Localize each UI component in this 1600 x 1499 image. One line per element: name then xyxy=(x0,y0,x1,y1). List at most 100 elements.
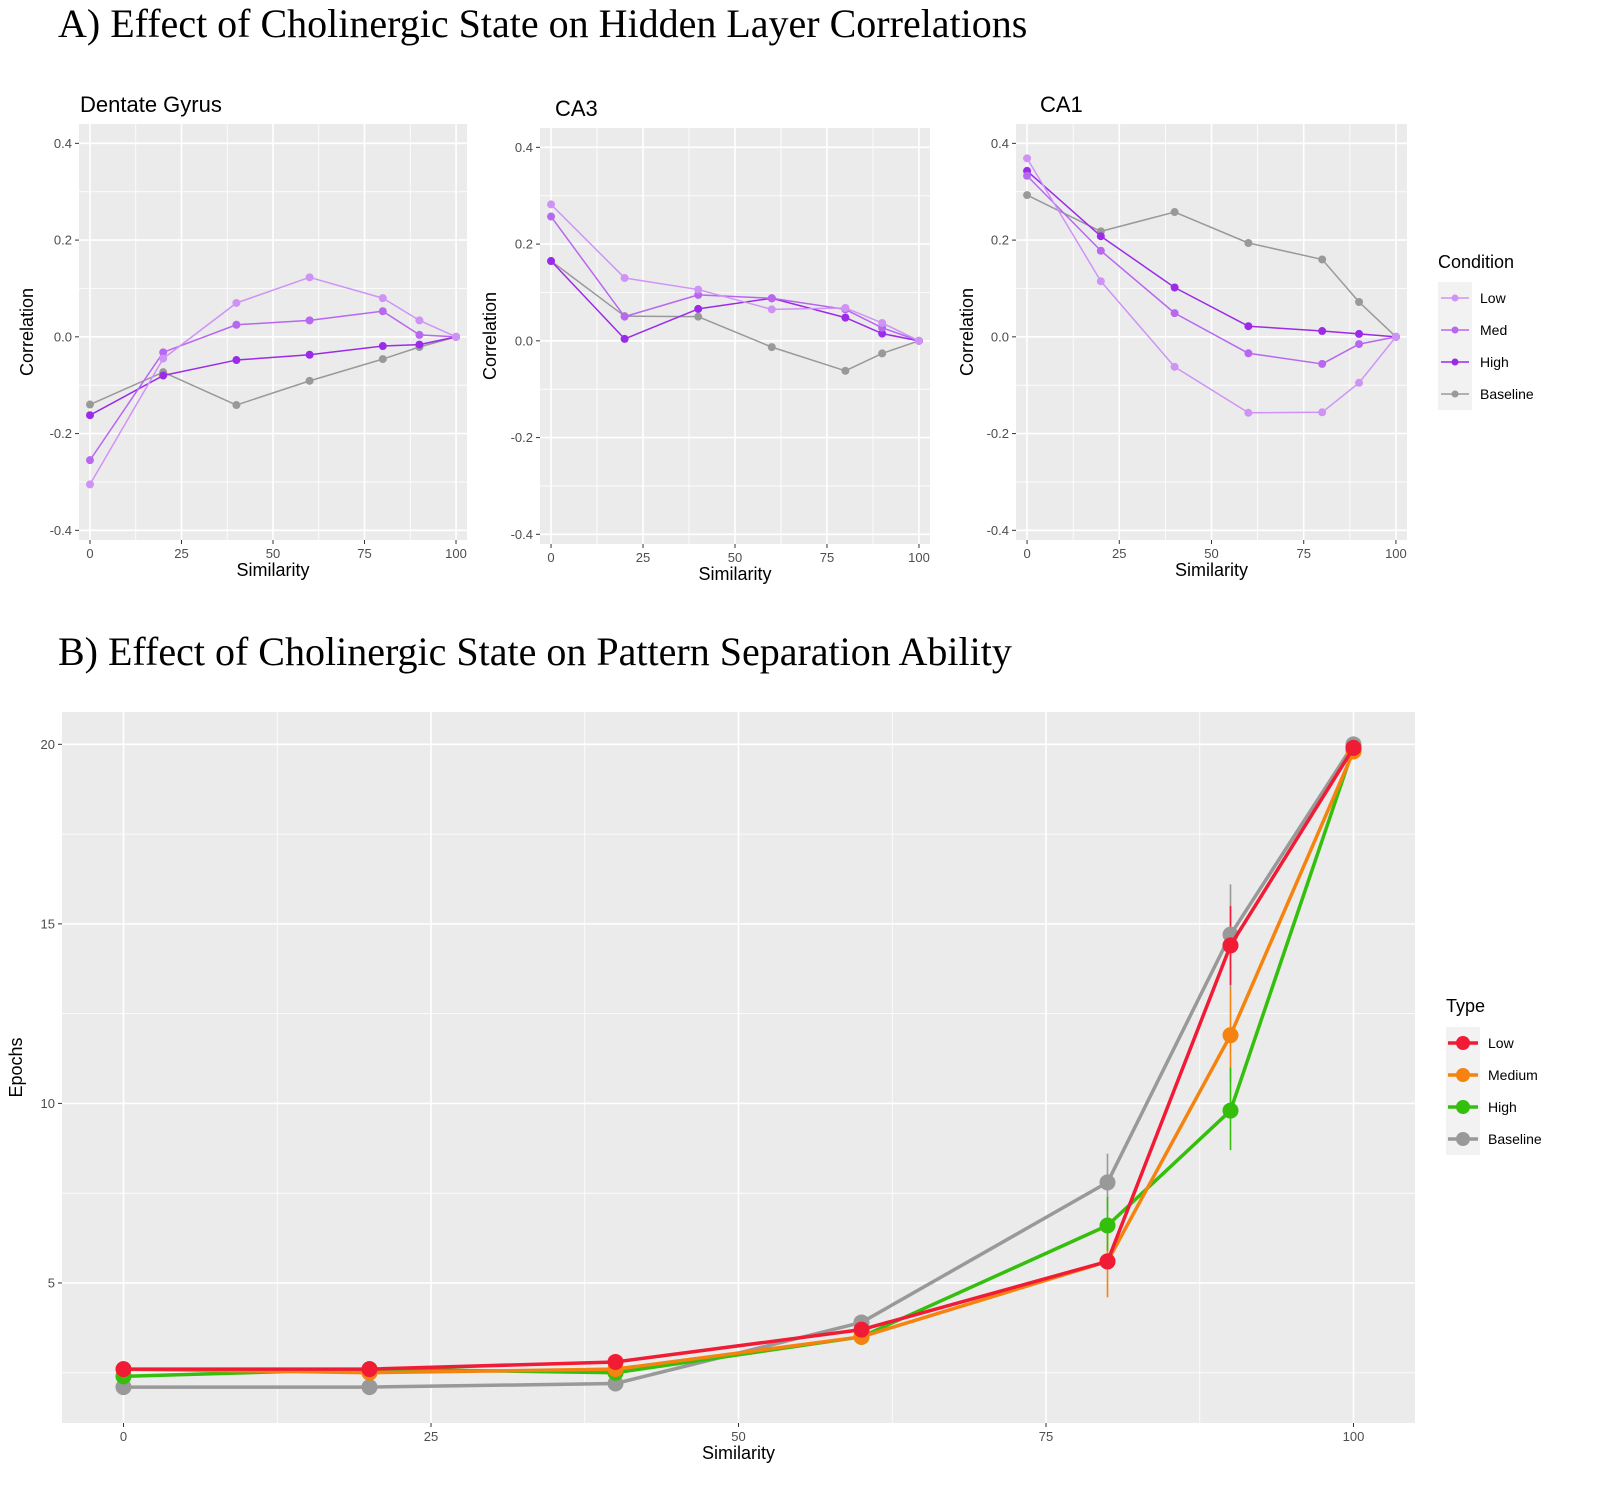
data-point xyxy=(305,273,314,282)
data-point xyxy=(1355,329,1364,338)
legend-item-label: High xyxy=(1488,1099,1517,1115)
legend-key-point xyxy=(1451,390,1459,398)
data-point xyxy=(1096,246,1105,255)
data-point xyxy=(878,329,887,338)
y-axis-label: Correlation xyxy=(17,288,37,376)
data-point xyxy=(767,305,776,314)
x-axis-label: Similarity xyxy=(1175,560,1248,580)
series-low xyxy=(547,200,923,345)
data-point xyxy=(232,320,241,329)
data-point xyxy=(232,401,241,410)
y-axis-label: Correlation xyxy=(480,292,500,380)
y-tick-label: 20 xyxy=(41,737,55,752)
data-point xyxy=(378,294,387,303)
data-point xyxy=(841,303,850,312)
y-tick-label: 0.4 xyxy=(54,136,72,151)
data-point xyxy=(878,318,887,327)
x-tick-label: 75 xyxy=(357,546,371,561)
data-point xyxy=(841,366,850,375)
y-tick-label: 0.2 xyxy=(54,233,72,248)
panel-title: Dentate Gyrus xyxy=(80,92,222,117)
panel-title: CA1 xyxy=(1040,92,1083,117)
data-point xyxy=(1096,232,1105,241)
x-tick-label: 100 xyxy=(908,550,930,565)
y-tick-label: 0.2 xyxy=(991,233,1009,248)
y-axis-label: Epochs xyxy=(6,1037,26,1097)
legend-key-point xyxy=(1451,358,1459,366)
data-point xyxy=(1318,359,1327,368)
legend-key-point xyxy=(1456,1100,1470,1114)
y-tick-label: -0.2 xyxy=(987,426,1009,441)
data-point xyxy=(1355,340,1364,349)
series-low xyxy=(1023,154,1400,417)
data-point xyxy=(620,334,629,343)
data-point xyxy=(1318,255,1327,264)
legend-item-label: Low xyxy=(1488,1035,1515,1051)
legend-item-label: Baseline xyxy=(1480,386,1534,402)
data-point xyxy=(547,212,556,221)
data-point xyxy=(547,257,556,266)
legend-key-point xyxy=(1451,294,1459,302)
legend-type: Type Low Medium High Baseline xyxy=(1446,996,1542,1155)
data-point xyxy=(1318,408,1327,417)
legend-condition: Condition Low Med High Baseline xyxy=(1438,252,1534,410)
data-point xyxy=(452,332,461,341)
data-point xyxy=(1244,322,1253,331)
x-tick-label: 50 xyxy=(731,1429,745,1444)
data-point xyxy=(841,313,850,322)
data-point xyxy=(1023,191,1032,200)
x-tick-label: 25 xyxy=(1112,546,1126,561)
x-tick-label: 100 xyxy=(1385,546,1407,561)
data-point xyxy=(1170,208,1179,217)
data-point xyxy=(378,342,387,351)
x-tick-label: 50 xyxy=(266,546,280,561)
legend-key-point xyxy=(1456,1068,1470,1082)
chart-panel-4: 0 25 50 75 100 5 10 15 20 Similarity Epochs xyxy=(6,712,1415,1463)
chart-panel-1: 0 25 50 75 100 -0.4 -0.2 0.0 0.2 0.4 Similarity Cor… xyxy=(17,92,467,580)
data-point xyxy=(694,312,703,321)
data-point xyxy=(1096,277,1105,286)
legend-item-label: Low xyxy=(1480,290,1507,306)
x-tick-label: 25 xyxy=(174,546,188,561)
x-tick-label: 0 xyxy=(547,550,554,565)
y-tick-label: 0.0 xyxy=(991,329,1009,344)
x-tick-label: 100 xyxy=(445,546,467,561)
x-tick-label: 0 xyxy=(86,546,93,561)
data-point xyxy=(85,480,94,489)
data-point xyxy=(415,340,424,349)
series-low xyxy=(115,739,1362,1378)
data-point xyxy=(607,1353,624,1370)
series-low xyxy=(85,273,461,489)
data-point xyxy=(1244,349,1253,358)
y-tick-label: -0.2 xyxy=(511,430,533,445)
data-point xyxy=(547,200,556,209)
section-a-title: A) Effect of Cholinergic State on Hidden… xyxy=(58,1,1028,46)
data-point xyxy=(415,330,424,339)
data-point xyxy=(1355,298,1364,307)
y-tick-label: -0.2 xyxy=(50,426,72,441)
data-point xyxy=(1170,283,1179,292)
data-point xyxy=(1023,171,1032,180)
data-point xyxy=(767,294,776,303)
data-point xyxy=(159,348,168,357)
chart-panel-3: 0 25 50 75 100 -0.4 -0.2 0.0 0.2 0.4 Similarity Cor… xyxy=(957,92,1407,580)
y-tick-label: -0.4 xyxy=(50,523,72,538)
y-tick-label: -0.4 xyxy=(987,523,1009,538)
data-point xyxy=(1345,739,1362,756)
legend-item-label: Med xyxy=(1480,322,1507,338)
x-tick-label: 75 xyxy=(820,550,834,565)
y-tick-label: -0.4 xyxy=(511,527,533,542)
data-point xyxy=(1099,1174,1116,1191)
data-point xyxy=(1099,1217,1116,1234)
legend-key-point xyxy=(1451,326,1459,334)
section-b-title: B) Effect of Cholinergic State on Patter… xyxy=(58,629,1012,674)
y-tick-label: 10 xyxy=(41,1096,55,1111)
x-tick-label: 100 xyxy=(1343,1429,1365,1444)
data-point xyxy=(1244,238,1253,247)
legend-item-label: Baseline xyxy=(1488,1131,1542,1147)
x-tick-label: 25 xyxy=(424,1429,438,1444)
legend-title: Type xyxy=(1446,996,1485,1016)
data-point xyxy=(1318,327,1327,336)
data-point xyxy=(85,411,94,420)
data-point xyxy=(853,1321,870,1338)
